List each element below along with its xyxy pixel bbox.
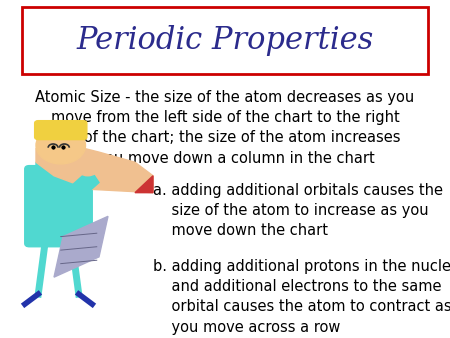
Polygon shape	[45, 169, 99, 223]
Text: a. adding additional orbitals causes the
    size of the atom to increase as you: a. adding additional orbitals causes the…	[153, 183, 443, 238]
FancyBboxPatch shape	[25, 166, 92, 247]
Text: b. adding additional protons in the nucleus
    and additional electrons to the : b. adding additional protons in the nucl…	[153, 259, 450, 335]
FancyBboxPatch shape	[22, 7, 428, 74]
FancyBboxPatch shape	[35, 121, 87, 140]
Polygon shape	[135, 176, 153, 193]
Polygon shape	[54, 216, 108, 277]
Circle shape	[76, 159, 99, 176]
Text: Atomic Size - the size of the atom decreases as you
move from the left side of t: Atomic Size - the size of the atom decre…	[36, 90, 414, 166]
Text: Periodic Properties: Periodic Properties	[76, 25, 373, 56]
Polygon shape	[36, 145, 153, 193]
Circle shape	[36, 127, 86, 164]
Polygon shape	[36, 162, 90, 243]
